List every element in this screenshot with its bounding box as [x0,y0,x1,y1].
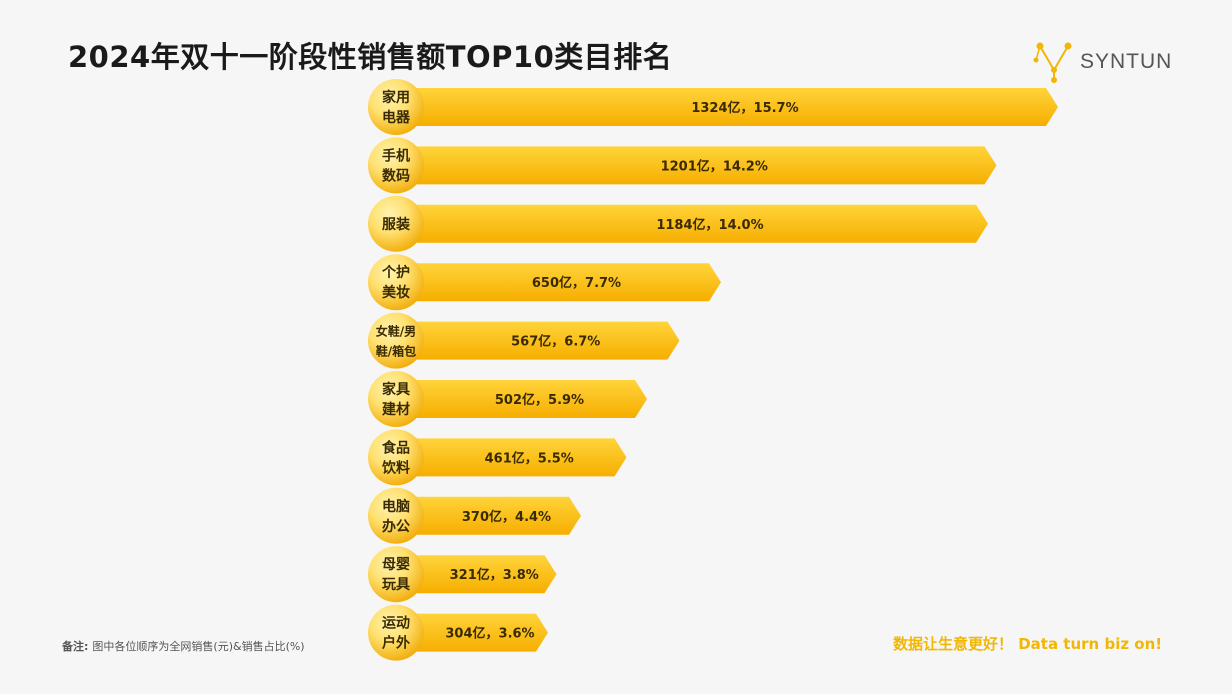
category-label: 电器 [382,109,411,126]
bar-10 [396,613,548,652]
bar-data-label: 321亿，3.8% [450,567,539,583]
category-label: 个护 [381,264,410,281]
bar-7 [396,438,627,477]
category-badge [368,312,424,369]
bar-3 [396,204,988,243]
bar-data-label: 650亿，7.7% [532,275,621,291]
category-label: 家用 [382,89,410,106]
bar-1 [396,88,1058,126]
category-label: 办公 [382,518,410,535]
bar-8 [396,496,581,535]
category-label: 运动 [382,615,410,632]
category-label: 玩具 [382,577,410,593]
category-label: 数码 [382,167,410,184]
bar-data-label: 1184亿，14.0% [656,217,763,233]
category-badge [368,546,424,603]
brand-name: SYNTUN [1080,50,1173,73]
category-badge [368,371,424,427]
footnote-text: 图中各位顺序为全网销售(元)&销售占比(%) [92,640,305,653]
category-badge [368,79,424,135]
category-label: 建材 [382,401,410,418]
syntun-logo: SYNTUN [1032,40,1182,84]
bar-data-label: 304亿，3.6% [445,626,534,642]
syntun-logo-icon [1033,42,1072,83]
bar-data-label: 461亿，5.5% [485,450,574,466]
bar-5 [396,321,680,360]
bar-data-label: 370亿，4.4% [462,509,551,525]
category-label: 食品 [382,439,410,456]
category-label: 服装 [382,216,411,233]
category-label: 美妆 [382,284,410,301]
category-badge [368,487,424,544]
category-badge [368,254,424,311]
bar-4 [396,263,721,302]
category-badge [368,137,424,194]
category-badge [368,604,424,661]
category-label: 饮料 [381,459,410,476]
category-label: 手机 [382,147,410,164]
category-label: 女鞋/男 [376,324,416,339]
category-label: 母婴 [382,556,410,573]
bar-2 [396,146,997,185]
category-badge [368,195,424,252]
slogan: 数据让生意更好！ Data turn biz on! [893,635,1163,653]
category-badge [368,429,424,486]
footnote-label: 备注: [62,640,89,653]
bar-data-label: 1201亿，14.2% [661,158,768,174]
category-label: 户外 [382,635,410,652]
category-label: 家具 [382,381,410,398]
bar-data-label: 502亿，5.9% [495,392,584,408]
footnote: 备注: 图中各位顺序为全网销售(元)&销售占比(%) [62,638,305,654]
bar-data-label: 1324亿，15.7% [691,100,798,116]
bar-9 [396,555,557,594]
category-label: 电脑 [382,498,410,515]
category-label: 鞋/箱包 [376,344,416,359]
bar-data-label: 567亿，6.7% [511,334,600,350]
page-title: 2024年双十一阶段性销售额TOP10类目排名 [68,40,673,74]
bar-6 [396,380,647,418]
